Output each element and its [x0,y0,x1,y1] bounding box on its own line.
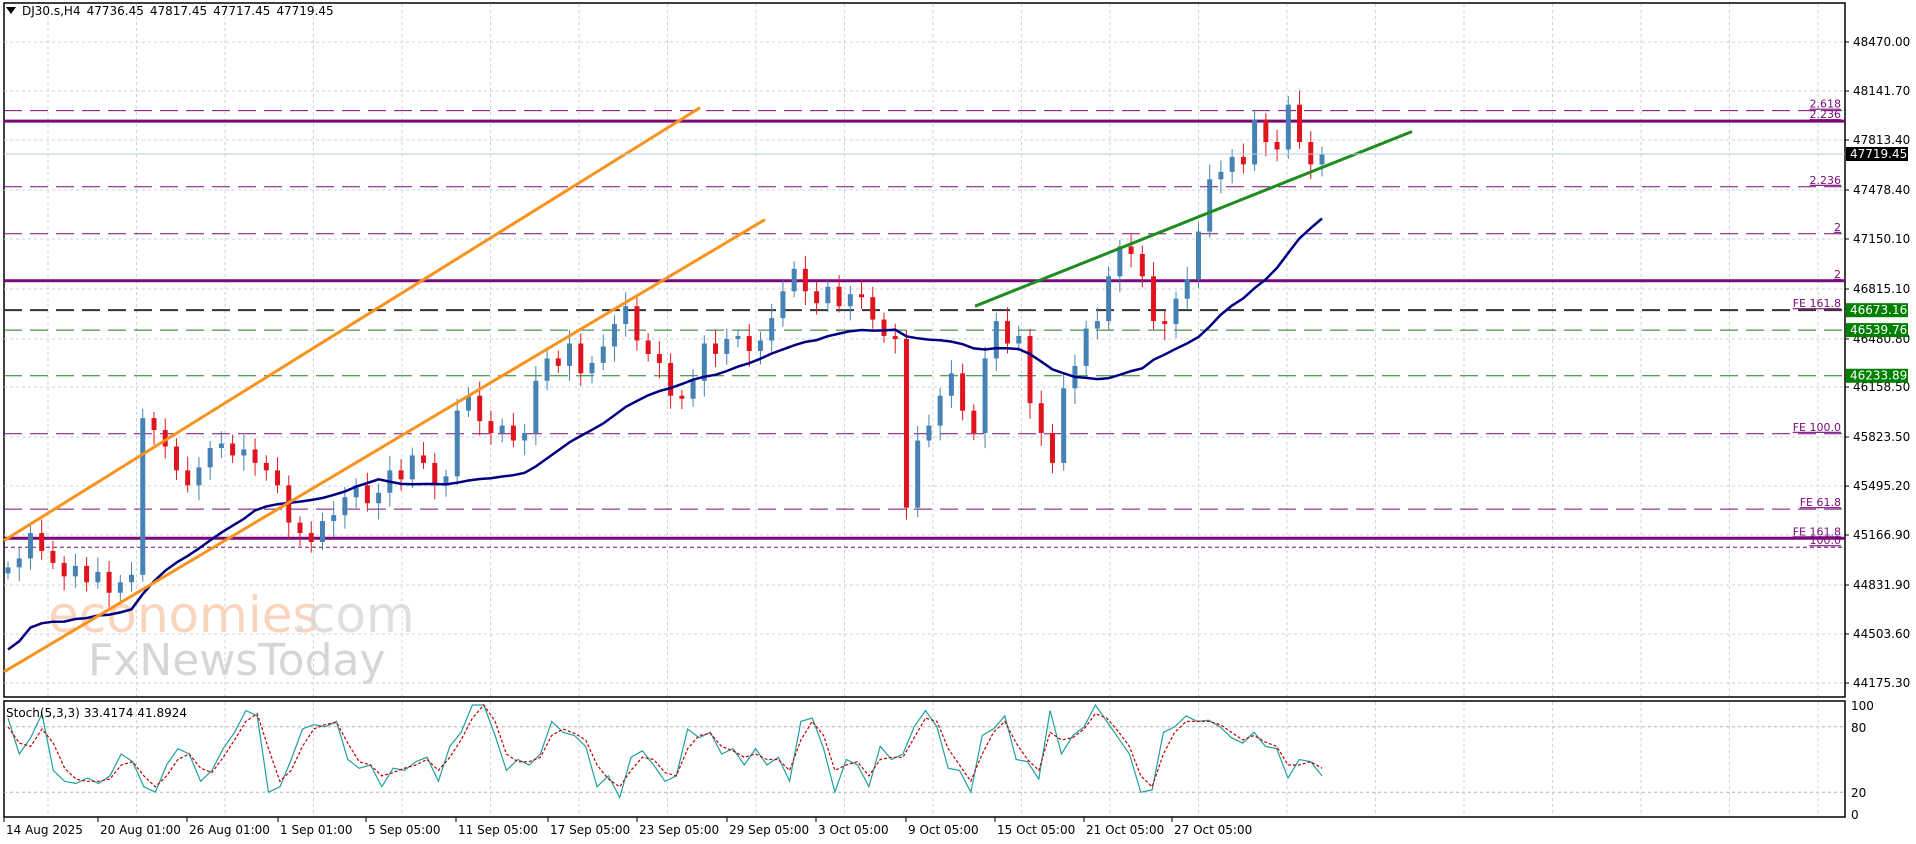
channel-lower [3,218,766,674]
time-tick: 1 Sep 01:00 [280,823,352,837]
ohlc-open: 47736.45 [86,4,144,18]
time-tick: 11 Sep 05:00 [458,823,538,837]
price-tick: 48470.00 [1853,35,1910,49]
stochastic-axis: 100 80 20 0 [1851,699,1874,822]
time-axis: 14 Aug 2025 20 Aug 01:00 26 Aug 01:00 1 Sep… [3,817,1252,837]
time-tick: 26 Aug 01:00 [189,823,270,837]
svg-text:2.236: 2.236 [1810,174,1842,187]
watermark: economies .com FxNewsToday [48,586,415,686]
level-badge: 46673.16 [1850,303,1907,317]
time-tick: 5 Sep 05:00 [368,823,440,837]
watermark-economies: economies [48,586,319,644]
channel-upper [3,106,701,542]
svg-text:2: 2 [1834,221,1841,234]
price-tick: 47150.10 [1853,232,1910,246]
time-tick: 23 Sep 05:00 [639,823,719,837]
svg-text:FE 61.8: FE 61.8 [1800,496,1841,509]
level-badge: 46539.76 [1850,323,1907,337]
time-tick: 17 Sep 05:00 [550,823,630,837]
stochastic-lines [7,703,1323,800]
stochastic-name: Stoch(5,3,3) [6,706,80,720]
symbol-timeframe: DJ30.s,H4 [22,4,81,18]
svg-text:20: 20 [1851,786,1866,800]
time-tick: 9 Oct 05:00 [908,823,979,837]
price-axis: 48470.00 48141.70 47813.40 47478.40 47150.10… [1845,35,1910,690]
ohlc-low: 47717.45 [213,4,271,18]
stochastic-pane [3,700,1846,818]
time-tick: 14 Aug 2025 [6,823,83,837]
watermark-dotcom: .com [292,586,415,644]
watermark-fxnewstoday: FxNewsToday [88,635,386,686]
time-tick: 29 Sep 05:00 [729,823,809,837]
svg-text:FE 161.8: FE 161.8 [1793,297,1841,310]
price-tick: 47813.40 [1853,133,1910,147]
svg-text:2.618: 2.618 [1810,98,1842,111]
moving-average [7,217,1323,651]
price-tick: 46815.10 [1853,282,1910,296]
price-tick: 45495.20 [1853,479,1910,493]
svg-text:0: 0 [1851,808,1859,822]
price-tick: 48141.70 [1853,84,1910,98]
price-tick: 45166.90 [1853,528,1910,542]
svg-text:2.236: 2.236 [1810,108,1842,121]
current-price-badge: 47719.45 [1850,147,1907,161]
time-tick: 15 Oct 05:00 [997,823,1075,837]
time-tick: 27 Oct 05:00 [1174,823,1252,837]
ohlc-close: 47719.45 [276,4,334,18]
svg-text:100.0: 100.0 [1810,534,1842,547]
ohlc-high: 47817.45 [149,4,208,18]
svg-text:100: 100 [1851,699,1874,713]
time-tick: 20 Aug 01:00 [100,823,181,837]
stochastic-signal-value: 41.8924 [137,706,188,720]
price-tick: 44831.90 [1853,578,1910,592]
uptrend-support [974,130,1413,308]
level-badge: 46233.89 [1850,369,1907,383]
price-tick: 46158.50 [1853,380,1910,394]
price-tick: 44175.30 [1853,676,1910,690]
price-tick: 45823.50 [1853,430,1910,444]
time-tick: 3 Oct 05:00 [818,823,889,837]
symbol-header[interactable]: DJ30.s,H4 47736.45 47817.45 47717.45 47719.4… [6,4,340,18]
svg-text:2: 2 [1834,268,1841,281]
price-tick: 47478.40 [1853,183,1910,197]
svg-text:FE 161.8: FE 161.8 [1793,525,1841,538]
stochastic-main-value: 33.4174 [83,706,134,720]
svg-text:80: 80 [1851,721,1866,735]
collapse-triangle-icon[interactable] [6,7,16,14]
price-tick: 44503.60 [1853,627,1910,641]
trendlines [3,106,1413,674]
time-tick: 21 Oct 05:00 [1086,823,1164,837]
svg-text:FE 100.0: FE 100.0 [1793,421,1841,434]
stochastic-label: Stoch(5,3,3) 33.4174 41.8924 [6,706,191,720]
